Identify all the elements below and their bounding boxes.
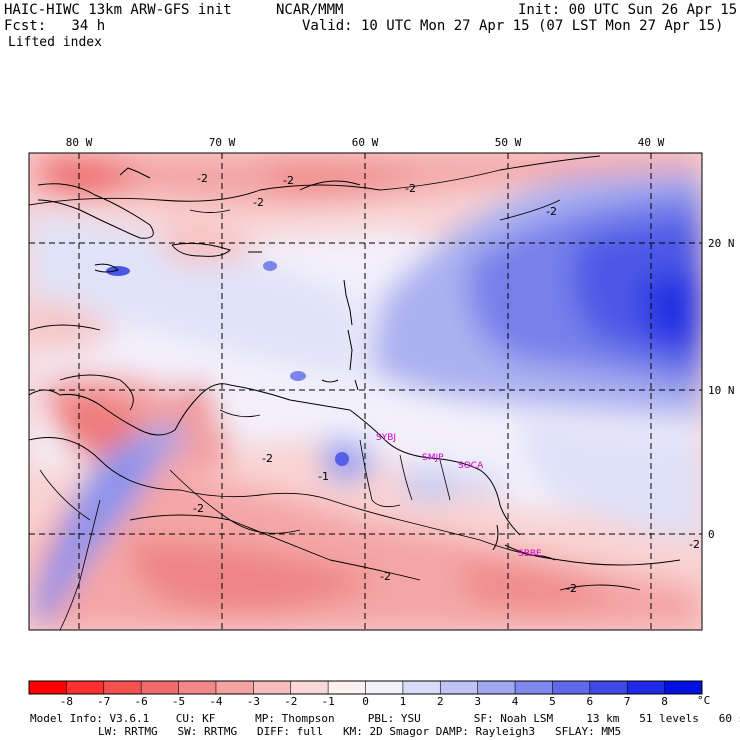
blue-spot	[106, 266, 130, 276]
contour-label: -2	[283, 174, 294, 187]
station-smjp: SMJP	[422, 453, 444, 463]
colorbar-tick-label: 3	[474, 695, 481, 708]
lon-label-80w: 80 W	[66, 136, 93, 149]
colorbar-swatch	[552, 681, 591, 694]
lon-label-70w: 70 W	[209, 136, 236, 149]
colorbar-tick-label: -4	[209, 695, 223, 708]
map-frame	[28, 152, 703, 631]
colorbar-tick-label: 4	[512, 695, 519, 708]
colorbar-tick-label: 2	[437, 695, 444, 708]
colorbar-swatch	[515, 681, 553, 694]
colorbar-tick-label: 1	[400, 695, 407, 708]
contour-label: -2	[253, 196, 264, 209]
colorbar-swatch	[29, 681, 67, 694]
contour-label: -2	[405, 182, 416, 195]
colorbar-tick-label: 0	[362, 695, 369, 708]
colorbar-swatch	[589, 681, 628, 694]
init-time: Init: 00 UTC Sun 26 Apr 15	[518, 2, 738, 18]
contour-label: -2	[193, 502, 204, 515]
lat-label-10n: 10 N	[708, 384, 735, 397]
colorbar-swatch	[402, 681, 441, 694]
colorbar-tick-label: -6	[135, 695, 148, 708]
colorbar-swatch	[253, 681, 292, 694]
blue-spot	[290, 371, 306, 381]
contours	[29, 155, 681, 591]
model-info-line1: Model Info: V3.6.1 CU: KF MP: Thompson P…	[30, 712, 740, 725]
model-title: HAIC-HIWC 13km ARW-GFS init	[4, 2, 232, 18]
coastlines	[29, 167, 556, 630]
lat-lon-grid	[29, 153, 702, 630]
colorbar-swatch	[290, 681, 329, 694]
colorbar-swatch	[627, 681, 666, 694]
colorbar-swatch	[178, 681, 217, 694]
colorbar-tick-label: -5	[172, 695, 185, 708]
colorbar-tick-label: 8	[661, 695, 668, 708]
station-sybj: SYBJ	[376, 433, 396, 443]
colorbar-swatch	[66, 681, 105, 694]
org-label: NCAR/MMM	[276, 2, 344, 18]
field-name: Lifted index	[8, 35, 102, 50]
forecast-hour: Fcst: 34 h	[4, 18, 106, 34]
blue-spot	[335, 452, 349, 466]
model-info-line2: LW: RRTMG SW: RRTMG DIFF: full KM: 2D Sm…	[98, 725, 622, 738]
colorbar-unit: °C	[697, 694, 710, 707]
colorbar-swatch	[103, 681, 142, 694]
colorbar-tick-label: -3	[247, 695, 260, 708]
station-sbbe: SBBE	[518, 549, 542, 559]
colorbar-swatch	[664, 681, 703, 694]
colorbar-tick-label: 7	[624, 695, 631, 708]
contour-label: -2	[546, 205, 557, 218]
contour-label: -2	[262, 452, 273, 465]
colorbar-swatch	[215, 681, 254, 694]
colorbar-swatch	[365, 681, 404, 694]
lon-label-40w: 40 W	[638, 136, 665, 149]
valid-time: Valid: 10 UTC Mon 27 Apr 15 (07 LST Mon …	[302, 18, 724, 34]
colorbar-tick-label: -7	[97, 695, 110, 708]
colorbar-tick-label: -8	[60, 695, 73, 708]
colorbar-swatch	[141, 681, 180, 694]
contour-label: -2	[689, 538, 700, 551]
lon-label-50w: 50 W	[495, 136, 522, 149]
colorbar-swatch	[328, 681, 366, 694]
colorbar-swatch	[440, 681, 479, 694]
colorbar-tick-label: 6	[587, 695, 594, 708]
lat-label-0: 0	[708, 528, 715, 541]
blue-spot	[263, 261, 277, 271]
colorbar-swatch	[477, 681, 516, 694]
contour-label: -2	[197, 172, 208, 185]
colorbar-tick-label: -2	[284, 695, 297, 708]
contour-label: -2	[380, 570, 391, 583]
contour-label: -1	[318, 470, 329, 483]
colorbar: -8 -7 -6 -5 -4 -3 -2 -1 0 1 2 3 4 5 6 7 8	[28, 680, 703, 708]
station-soca: SOCA	[458, 461, 484, 471]
colorbar-tick-label: -1	[321, 695, 334, 708]
lon-label-60w: 60 W	[352, 136, 379, 149]
colorbar-tick-label: 5	[549, 695, 556, 708]
lat-label-20n: 20 N	[708, 237, 735, 250]
contour-label: -2	[566, 582, 577, 595]
